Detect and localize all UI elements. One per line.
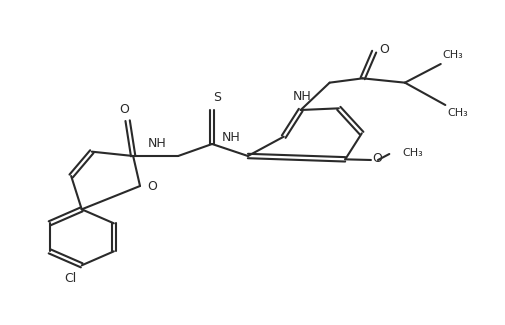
Text: O: O	[379, 43, 389, 56]
Text: NH: NH	[222, 131, 240, 144]
Text: Cl: Cl	[65, 272, 77, 285]
Text: S: S	[213, 91, 221, 104]
Text: CH₃: CH₃	[447, 108, 468, 118]
Text: O: O	[147, 179, 157, 192]
Text: CH₃: CH₃	[443, 50, 464, 60]
Text: NH: NH	[147, 137, 166, 150]
Text: CH₃: CH₃	[402, 148, 423, 158]
Text: O: O	[372, 152, 382, 165]
Text: NH: NH	[292, 90, 311, 103]
Text: O: O	[120, 103, 130, 116]
